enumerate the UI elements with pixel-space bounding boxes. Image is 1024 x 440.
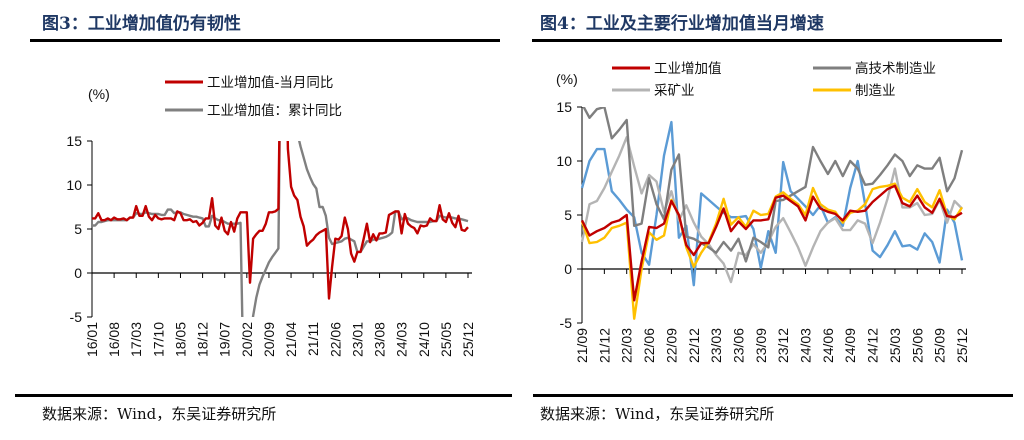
legend-label: 制造业: [855, 83, 896, 99]
series-line-named-1: [582, 107, 964, 263]
source-note-left: 数据来源：Wind，东吴证券研究所: [42, 405, 277, 423]
y-tick-label: -5: [70, 309, 83, 325]
title-rule-left: [30, 39, 500, 42]
x-tick-label: 22/06: [641, 328, 657, 363]
legend-label: 工业增加值: [654, 61, 722, 77]
y-tick-label: 15: [66, 133, 82, 149]
legend-item: 工业增加值-当月同比: [165, 75, 333, 91]
x-tick-label: 21/04: [283, 322, 299, 357]
title-rule-right: [532, 39, 1002, 42]
x-tick-label: 17/03: [128, 322, 144, 357]
source-rule-left: [15, 394, 512, 397]
series-line-named-0: [580, 184, 963, 302]
x-tick-label: 19/07: [217, 322, 233, 357]
x-tick-label: 25/09: [932, 328, 948, 363]
y-tick-label: 10: [556, 153, 572, 169]
series-line-named-2: [580, 135, 963, 284]
legend-item: 高技术制造业: [813, 60, 936, 77]
source-note-right: 数据来源：Wind，东吴证券研究所: [540, 405, 775, 423]
x-tick-label: 24/10: [416, 322, 432, 357]
x-tick-label: 21/12: [596, 328, 612, 363]
figure-3-title: 图3：工业增加值仍有韧性: [42, 14, 241, 34]
source-rule-right: [533, 394, 1013, 397]
x-tick-label: 24/12: [865, 328, 881, 363]
x-tick-label: 18/12: [195, 322, 211, 357]
x-tick-label: 22/09: [663, 328, 679, 363]
y-tick-label: 0: [564, 261, 572, 277]
x-tick-label: 24/09: [842, 328, 858, 363]
x-tick-label: 17/10: [150, 322, 166, 357]
x-tick-label: 16/08: [106, 322, 122, 357]
y-tick-label: 15: [556, 99, 572, 115]
x-tick-label: 23/09: [753, 328, 769, 363]
x-tick-label: 23/08: [372, 322, 388, 357]
y-tick-label: 0: [74, 265, 82, 281]
unit-label: (%): [88, 86, 110, 102]
x-tick-label: 22/03: [619, 328, 635, 363]
x-tick-label: 20/02: [239, 322, 255, 357]
y-tick-label: 5: [564, 207, 572, 223]
series-line-named-1: [92, 141, 469, 317]
legend-label: 高技术制造业: [855, 60, 936, 77]
legend-label: 工业增加值-当月同比: [207, 75, 333, 91]
series-line-named-0: [92, 141, 469, 300]
x-tick-label: 16/01: [84, 322, 100, 357]
y-tick-label: -5: [560, 315, 573, 331]
chart-1: -5 0 5 10 15 16/01 16/08 17/03 17/10 18/05 18/12 19…: [66, 75, 476, 357]
x-tick-label: 25/12: [954, 328, 970, 363]
legend-item: 制造业: [813, 83, 896, 99]
x-tick-label: 25/03: [887, 328, 903, 363]
x-tick-label: 22/06: [327, 322, 343, 357]
x-tick-label: 23/12: [775, 328, 791, 363]
x-tick-label: 18/05: [172, 322, 188, 357]
x-tick-label: 23/06: [730, 328, 746, 363]
y-tick-label: 5: [74, 221, 82, 237]
x-tick-label: 25/12: [460, 322, 476, 357]
x-tick-label: 24/03: [394, 322, 410, 357]
unit-label: (%): [556, 71, 578, 87]
legend-item: 工业增加值：累计同比: [165, 103, 342, 119]
x-tick-label: 25/05: [438, 322, 454, 357]
x-tick-label: 23/03: [708, 328, 724, 363]
y-tick-label: 10: [66, 177, 82, 193]
series-line-unnamed-4: [580, 120, 964, 287]
x-tick-label: 20/09: [261, 322, 277, 357]
legend-item: 采矿业: [612, 83, 695, 99]
figure-4-title: 图4：工业及主要行业增加值当月增速: [540, 14, 824, 34]
x-tick-label: 24/03: [798, 328, 814, 363]
x-tick-label: 24/06: [820, 328, 836, 363]
x-tick-label: 25/06: [909, 328, 925, 363]
legend-item: 工业增加值: [612, 61, 722, 77]
x-tick-label: 21/09: [574, 328, 590, 363]
legend-label: 工业增加值：累计同比: [207, 103, 342, 119]
x-tick-label: 23/01: [349, 322, 365, 357]
x-tick-label: 21/11: [305, 322, 321, 356]
x-tick-label: 22/12: [686, 328, 702, 363]
chart-2: -5 0 5 10 15 21/09 21/12 22/03 22/06 22/09 22/12 23…: [556, 60, 970, 363]
legend-label: 采矿业: [654, 83, 695, 99]
